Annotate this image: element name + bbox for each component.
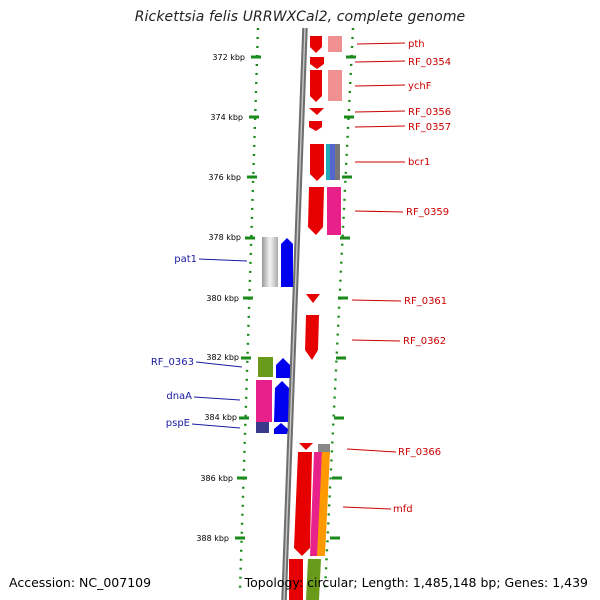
tick-label-374: 374 kbp bbox=[210, 113, 243, 122]
cog-RF_0366 bbox=[318, 444, 330, 452]
label-dnaA[interactable]: dnaA bbox=[166, 391, 192, 402]
cog-mfd-orange bbox=[317, 452, 330, 556]
gene-RF_0366[interactable] bbox=[299, 443, 313, 450]
gene-pth[interactable] bbox=[310, 36, 322, 53]
tick-label-386: 386 kbp bbox=[200, 474, 233, 483]
gene-RF_0357[interactable] bbox=[309, 121, 322, 131]
label-RF_0356[interactable]: RF_0356 bbox=[408, 107, 451, 118]
tick-marks bbox=[235, 55, 356, 540]
gene-ychF[interactable] bbox=[310, 70, 322, 102]
label-RF_0354[interactable]: RF_0354 bbox=[408, 57, 451, 68]
gene-RF_0359[interactable] bbox=[308, 187, 324, 235]
cog-RF_0363 bbox=[258, 357, 273, 377]
tick-label-378: 378 kbp bbox=[208, 233, 241, 242]
forward-genes bbox=[289, 36, 342, 600]
cog-RF_0359 bbox=[327, 187, 341, 235]
label-RF_0366[interactable]: RF_0366 bbox=[398, 447, 441, 458]
tick-label-376: 376 kbp bbox=[208, 173, 241, 182]
cog-next-olive bbox=[306, 559, 321, 600]
gene-pat1[interactable] bbox=[281, 238, 293, 287]
cog-dnaA bbox=[256, 380, 272, 422]
label-RF_0357[interactable]: RF_0357 bbox=[408, 122, 451, 133]
guide-lines bbox=[238, 27, 355, 591]
inner-guide-left bbox=[238, 27, 260, 591]
label-RF_0362[interactable]: RF_0362 bbox=[403, 336, 446, 347]
cog-ychF bbox=[328, 70, 342, 101]
label-bcr1[interactable]: bcr1 bbox=[408, 157, 430, 168]
cog-pat1 bbox=[262, 237, 278, 287]
gene-next-forward[interactable] bbox=[289, 559, 303, 600]
gene-mfd[interactable] bbox=[294, 452, 312, 556]
gene-bcr1[interactable] bbox=[310, 144, 324, 181]
map-title: Rickettsia felis URRWXCal2, complete gen… bbox=[134, 9, 466, 25]
right-label-lines bbox=[342, 42, 406, 510]
cog-pspE bbox=[256, 422, 269, 433]
left-label-lines bbox=[191, 258, 248, 429]
label-RF_0363[interactable]: RF_0363 bbox=[151, 357, 194, 368]
label-pth[interactable]: pth bbox=[408, 39, 425, 50]
gene-RF_0354[interactable] bbox=[310, 57, 324, 69]
gene-dnaA[interactable] bbox=[274, 381, 289, 422]
tick-label-372: 372 kbp bbox=[212, 53, 245, 62]
gene-RF_0362[interactable] bbox=[305, 315, 319, 360]
label-ychF[interactable]: ychF bbox=[408, 81, 432, 92]
label-RF_0361[interactable]: RF_0361 bbox=[404, 296, 447, 307]
cog-bcr1 bbox=[335, 144, 340, 180]
tick-label-388: 388 kbp bbox=[196, 534, 229, 543]
tick-label-384: 384 kbp bbox=[204, 413, 237, 422]
gene-RF_0361[interactable] bbox=[306, 294, 320, 303]
label-mfd[interactable]: mfd bbox=[393, 504, 413, 515]
reverse-genes bbox=[256, 237, 293, 434]
cog-pth bbox=[328, 36, 342, 52]
tick-label-380: 380 kbp bbox=[206, 294, 239, 303]
gene-RF_0356[interactable] bbox=[309, 108, 324, 115]
tick-label-382: 382 kbp bbox=[206, 353, 239, 362]
label-pat1[interactable]: pat1 bbox=[174, 254, 197, 265]
gene-RF_0363[interactable] bbox=[276, 358, 290, 378]
accession-label: Accession: NC_007109 bbox=[9, 575, 152, 590]
inner-guide-right bbox=[323, 27, 355, 591]
gene-pspE[interactable] bbox=[274, 423, 288, 434]
label-RF_0359[interactable]: RF_0359 bbox=[406, 207, 449, 218]
topology-label: Topology: circular; Length: 1,485,148 bp… bbox=[244, 575, 588, 590]
label-pspE[interactable]: pspE bbox=[166, 418, 190, 429]
